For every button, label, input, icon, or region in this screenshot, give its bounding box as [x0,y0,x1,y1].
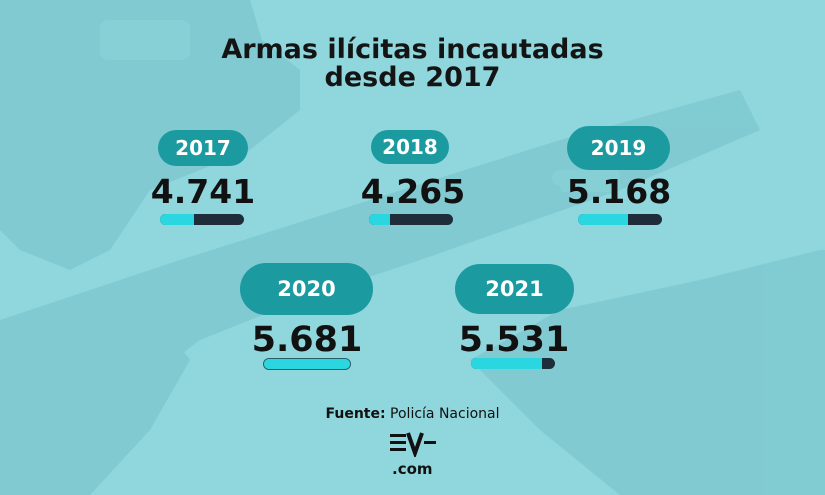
ecuavisa-logo: .com [390,431,436,477]
year-label-2020: 2020 [240,263,373,315]
value-label-2020: 5.681 [251,320,363,360]
year-label-2017: 2017 [158,130,248,166]
bar-2017 [160,214,194,225]
bar-2020 [264,359,350,369]
bar-track-2020 [263,358,351,370]
logo-text: .com [392,460,433,478]
bar-track-2019 [578,214,662,225]
bar-track-2018 [369,214,453,225]
source-label: Fuente: [325,406,386,422]
value-label-2021: 5.531 [458,320,570,360]
chart-title-line2: desde 2017 [324,62,501,93]
source-value: Policía Nacional [390,406,500,422]
bar-2019 [578,214,629,225]
year-label-2018: 2018 [371,130,449,164]
value-label-2017: 4.741 [150,172,256,211]
year-label-2021: 2021 [455,264,574,314]
bar-2021 [471,358,543,369]
bar-track-2021 [471,358,555,369]
logo-mark-icon [390,432,436,460]
bar-2018 [369,214,390,225]
value-label-2019: 5.168 [566,172,672,211]
bar-track-2017 [160,214,244,225]
chart-title-line1: Armas ilícitas incautadas [221,34,604,65]
year-label-2019: 2019 [567,126,670,170]
value-label-2018: 4.265 [360,172,466,211]
source-note: Fuente: Policía Nacional [0,406,825,422]
